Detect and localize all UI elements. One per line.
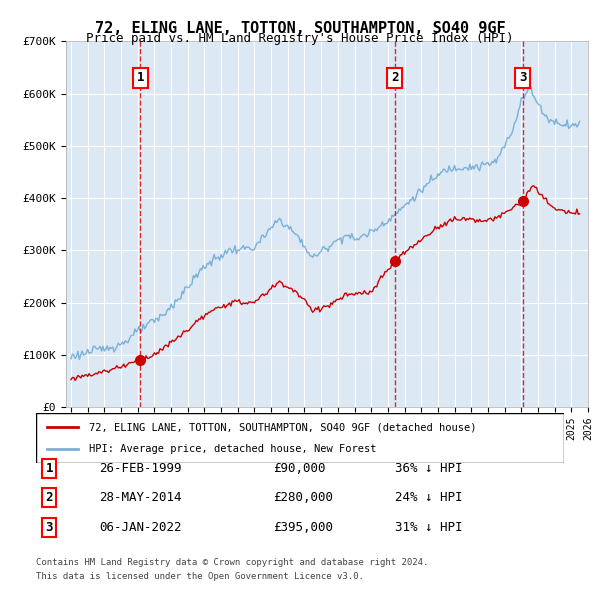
Text: HPI: Average price, detached house, New Forest: HPI: Average price, detached house, New …	[89, 444, 376, 454]
Text: 2: 2	[391, 71, 398, 84]
Text: 2: 2	[46, 491, 53, 504]
Text: £90,000: £90,000	[274, 461, 326, 475]
Text: 28-MAY-2014: 28-MAY-2014	[100, 491, 182, 504]
Text: £395,000: £395,000	[274, 520, 334, 534]
FancyBboxPatch shape	[36, 413, 564, 463]
Text: 1: 1	[46, 461, 53, 475]
Text: 72, ELING LANE, TOTTON, SOUTHAMPTON, SO40 9GF: 72, ELING LANE, TOTTON, SOUTHAMPTON, SO4…	[95, 21, 505, 35]
Text: 06-JAN-2022: 06-JAN-2022	[100, 520, 182, 534]
Text: 1: 1	[137, 71, 144, 84]
Text: Contains HM Land Registry data © Crown copyright and database right 2024.: Contains HM Land Registry data © Crown c…	[36, 558, 428, 566]
Text: 3: 3	[519, 71, 526, 84]
Text: 36% ↓ HPI: 36% ↓ HPI	[395, 461, 463, 475]
Text: Price paid vs. HM Land Registry's House Price Index (HPI): Price paid vs. HM Land Registry's House …	[86, 32, 514, 45]
Text: This data is licensed under the Open Government Licence v3.0.: This data is licensed under the Open Gov…	[36, 572, 364, 581]
Text: 26-FEB-1999: 26-FEB-1999	[100, 461, 182, 475]
Text: 31% ↓ HPI: 31% ↓ HPI	[395, 520, 463, 534]
Text: £280,000: £280,000	[274, 491, 334, 504]
Text: 24% ↓ HPI: 24% ↓ HPI	[395, 491, 463, 504]
Text: 3: 3	[46, 520, 53, 534]
Text: 72, ELING LANE, TOTTON, SOUTHAMPTON, SO40 9GF (detached house): 72, ELING LANE, TOTTON, SOUTHAMPTON, SO4…	[89, 422, 476, 432]
